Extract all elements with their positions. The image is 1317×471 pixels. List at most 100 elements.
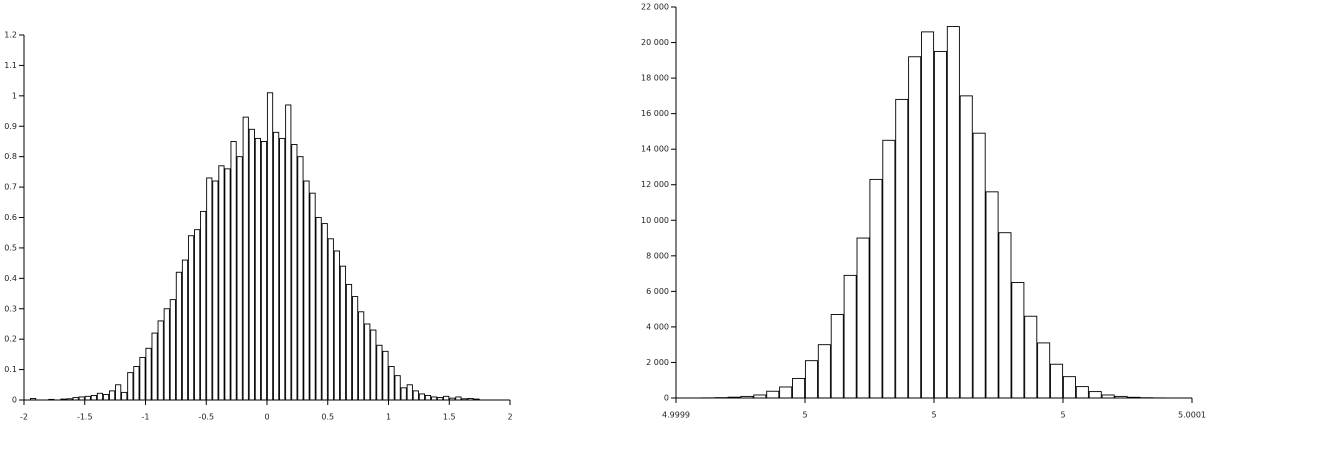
- histogram-bar: [254, 137, 261, 401]
- y-tick-label: 0.6: [4, 213, 17, 222]
- y-tick-label: 22 000: [641, 3, 669, 12]
- histogram-bar: [206, 177, 213, 401]
- histogram-bar: [266, 92, 274, 401]
- histogram-bar: [127, 372, 134, 401]
- histogram-bar: [345, 283, 353, 401]
- y-tick-label: 0.3: [4, 304, 17, 313]
- histogram-bar: [1024, 315, 1038, 399]
- histogram-bar: [1037, 342, 1051, 399]
- histogram-bar: [376, 344, 383, 401]
- histogram-bar: [412, 390, 419, 401]
- histogram-bar: [230, 141, 237, 401]
- y-tick-label: 0.5: [4, 243, 17, 252]
- y-tick-label: 1: [12, 91, 17, 100]
- histogram-bar: [291, 144, 298, 401]
- histogram-bar: [90, 394, 97, 401]
- histogram-bar: [1062, 376, 1076, 399]
- y-tick-label: 14 000: [641, 145, 669, 154]
- histogram-bar: [279, 137, 286, 401]
- y-tick-label: 2 000: [646, 358, 669, 367]
- histogram-bar: [946, 26, 960, 399]
- histogram-bar: [303, 180, 310, 401]
- histogram-bar: [830, 314, 844, 399]
- x-tick-label: -1.5: [77, 413, 93, 422]
- y-tick-label: 0: [664, 394, 669, 403]
- histogram-bar: [169, 299, 176, 401]
- histogram-bar: [297, 156, 304, 401]
- histogram-bar: [212, 180, 219, 401]
- x-tick-label: 5.0001: [1178, 411, 1206, 420]
- histogram-bar: [364, 323, 371, 401]
- histogram-bar: [1075, 386, 1089, 399]
- x-tick-label: 1: [386, 413, 391, 422]
- histogram-bar: [766, 390, 780, 399]
- x-tick-label: 5: [931, 411, 936, 420]
- histogram-bar: [895, 98, 909, 399]
- histogram-bar: [339, 265, 347, 401]
- y-tick-label: 4 000: [646, 322, 669, 331]
- histogram-bar: [418, 393, 425, 401]
- histogram-bar: [157, 320, 164, 401]
- histogram-bar: [443, 395, 450, 401]
- histogram-bar: [406, 384, 413, 401]
- histogram-bar: [121, 391, 128, 401]
- y-tick-label: 18 000: [641, 74, 669, 83]
- histogram-bar: [187, 235, 195, 401]
- x-tick-label: 1.5: [443, 413, 456, 422]
- histogram-bar: [908, 56, 922, 399]
- histogram-bar: [139, 356, 146, 401]
- histogram-bar: [84, 395, 91, 401]
- histogram-bar: [933, 50, 947, 399]
- y-tick-label: 0.2: [4, 335, 17, 344]
- histogram-bar: [1050, 363, 1064, 399]
- histogram-bar: [224, 168, 231, 401]
- histogram-bar: [102, 394, 110, 401]
- histogram-bar: [333, 250, 340, 401]
- histogram-bar: [869, 178, 883, 399]
- histogram-bar: [96, 392, 104, 401]
- histogram-bar: [273, 131, 280, 401]
- x-tick-label: 2: [507, 413, 512, 422]
- histogram-bar: [779, 386, 793, 399]
- histogram-bar: [998, 232, 1012, 399]
- x-tick-label: 5: [802, 411, 807, 420]
- y-tick-label: 0.7: [4, 183, 17, 192]
- histogram-bar: [260, 141, 268, 401]
- y-tick-label: 20 000: [641, 38, 669, 47]
- histogram-bar: [145, 347, 152, 401]
- y-tick-label: 0.4: [4, 274, 17, 283]
- histogram-bar: [921, 31, 935, 399]
- histogram-bar: [175, 271, 182, 401]
- histogram-bar: [309, 192, 316, 401]
- histogram-bar: [321, 223, 328, 401]
- x-tick-label: 5: [1060, 411, 1065, 420]
- histogram-bar: [352, 296, 359, 401]
- histogram-bar: [108, 390, 116, 401]
- x-tick-label: 0: [264, 413, 269, 422]
- y-tick-label: 6 000: [646, 287, 669, 296]
- histogram-bar: [382, 350, 389, 401]
- histogram-bar: [194, 229, 201, 401]
- x-tick-label: 0.5: [321, 413, 334, 422]
- y-tick-label: 12 000: [641, 180, 669, 189]
- y-tick-label: 0.8: [4, 152, 17, 161]
- histogram-bar: [115, 384, 122, 401]
- x-tick-label: -1: [142, 413, 150, 422]
- histogram-bar: [972, 132, 986, 399]
- y-tick-label: 10 000: [641, 216, 669, 225]
- histogram-bar: [218, 165, 225, 401]
- y-tick-label: 16 000: [641, 109, 669, 118]
- y-tick-label: 8 000: [646, 251, 669, 260]
- histogram-bar: [181, 259, 189, 401]
- y-tick-label: 0: [12, 396, 17, 405]
- histogram-bar: [236, 156, 243, 401]
- x-tick-label: -2: [20, 413, 28, 422]
- y-tick-label: 0.9: [4, 122, 17, 131]
- histogram-bar: [424, 394, 432, 401]
- y-tick-label: 1.2: [4, 31, 17, 40]
- histogram-bar: [985, 191, 999, 399]
- histogram-bar: [843, 274, 857, 399]
- histogram-bar: [882, 139, 896, 399]
- histogram-bar: [315, 217, 322, 401]
